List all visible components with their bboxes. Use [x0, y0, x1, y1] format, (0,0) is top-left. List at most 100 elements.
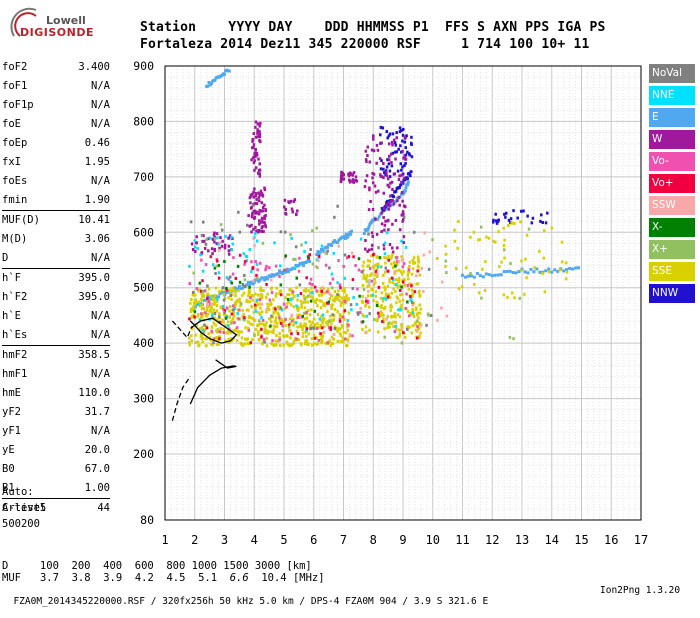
echo-point: [382, 317, 385, 321]
echo-point: [255, 273, 258, 277]
echo-point: [296, 298, 299, 302]
echo-point: [384, 219, 387, 223]
echo-point: [391, 253, 394, 257]
echo-point: [343, 253, 347, 257]
echo-point: [260, 293, 264, 297]
echo-point: [260, 209, 263, 213]
param-label: h`F: [2, 272, 21, 284]
echo-point: [297, 315, 300, 319]
echo-point: [233, 302, 237, 306]
echo-point: [205, 308, 209, 312]
echo-point: [315, 226, 318, 230]
echo-point: [251, 192, 254, 196]
echo-point: [382, 208, 386, 212]
echo-point: [299, 299, 303, 303]
echo-point: [397, 147, 400, 151]
echo-point: [374, 273, 377, 277]
echo-point: [383, 241, 387, 245]
echo-point: [227, 236, 230, 240]
echo-point: [400, 303, 403, 307]
echo-point: [408, 260, 412, 264]
muf-value: 3.7: [39, 572, 59, 584]
echo-point: [380, 141, 383, 145]
echo-point: [257, 212, 261, 216]
echo-point: [262, 220, 265, 224]
echo-point: [395, 295, 399, 299]
muf-label: MUF: [2, 572, 40, 584]
echo-point: [348, 333, 352, 337]
echo-point: [484, 272, 488, 276]
echo-point: [284, 269, 288, 273]
echo-point: [359, 307, 362, 311]
echo-point: [564, 261, 568, 265]
echo-point: [333, 327, 337, 331]
echo-point: [263, 215, 266, 219]
echo-point: [347, 323, 350, 327]
echo-point: [238, 280, 242, 284]
echo-point: [224, 291, 228, 295]
echo-point: [461, 273, 464, 277]
echo-point: [273, 241, 276, 245]
legend-item-ssw: SSW: [649, 196, 695, 215]
echo-point: [394, 143, 398, 147]
echo-point: [380, 304, 383, 308]
echo-point: [200, 297, 203, 301]
echo-point: [542, 256, 545, 260]
echo-point: [513, 221, 516, 225]
echo-point: [311, 320, 314, 324]
echo-point: [385, 231, 389, 235]
echo-point: [372, 172, 376, 176]
echo-point: [190, 242, 194, 246]
echo-point: [487, 273, 491, 277]
x-tick-label: 12: [485, 533, 499, 547]
echo-point: [384, 173, 387, 177]
echo-point: [289, 329, 292, 333]
echo-point: [325, 252, 329, 256]
echo-point: [409, 295, 412, 299]
echo-point: [207, 332, 211, 336]
echo-point: [337, 289, 340, 293]
echo-point: [391, 203, 395, 207]
echo-point: [222, 292, 226, 296]
echo-point: [379, 125, 383, 129]
echo-point: [395, 283, 398, 287]
echo-point: [368, 266, 372, 270]
echo-point: [255, 276, 259, 280]
echo-point: [364, 275, 367, 279]
echo-point: [204, 337, 207, 341]
param-value: N/A: [91, 80, 110, 92]
echo-point: [359, 237, 363, 241]
echo-point: [304, 322, 307, 326]
echo-point: [215, 300, 219, 304]
plot-frame: [164, 65, 642, 521]
y-tick-label: 400: [133, 336, 154, 350]
echo-point: [237, 289, 240, 293]
echo-point: [229, 331, 232, 335]
echo-point: [253, 216, 256, 220]
echo-point: [388, 296, 392, 300]
echo-point: [203, 289, 207, 293]
echo-point: [237, 284, 241, 288]
echo-point: [232, 311, 236, 315]
echo-point: [257, 191, 261, 195]
echo-point: [556, 269, 560, 273]
echo-point: [318, 299, 321, 303]
echo-point: [398, 174, 401, 178]
echo-point: [220, 288, 224, 292]
echo-point: [379, 175, 383, 179]
echo-point: [201, 340, 205, 344]
echo-point: [395, 136, 399, 140]
echo-point: [289, 303, 293, 307]
echo-point: [221, 228, 224, 232]
echo-point: [316, 322, 319, 326]
echo-point: [365, 274, 369, 278]
x-tick-label: 11: [455, 533, 469, 547]
echo-point: [307, 332, 310, 336]
echo-point: [383, 305, 387, 309]
echo-point: [270, 314, 273, 318]
echo-point: [407, 277, 410, 281]
echo-point: [201, 336, 205, 340]
echo-point: [422, 253, 426, 257]
echo-point: [222, 307, 225, 311]
echo-point: [260, 302, 264, 306]
